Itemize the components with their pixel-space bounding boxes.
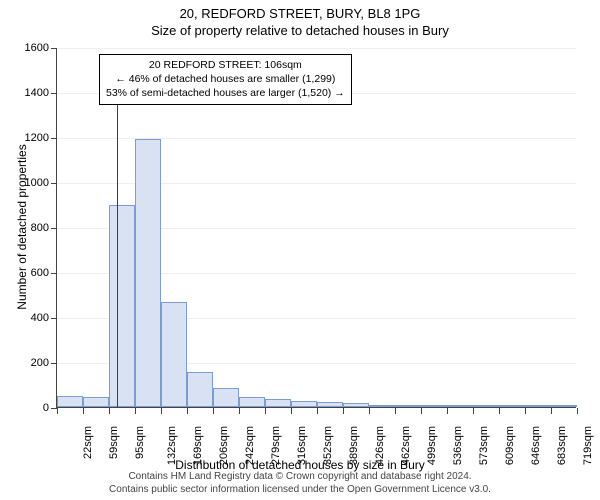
footer-note: Contains HM Land Registry data © Crown c… (0, 471, 600, 496)
y-tick-label: 600 (15, 267, 49, 279)
annotation-box: 20 REDFORD STREET: 106sqm ← 46% of detac… (99, 54, 352, 105)
histogram-bar (83, 397, 109, 407)
histogram-bar (109, 205, 135, 408)
histogram-bar (395, 405, 421, 407)
histogram-bar (369, 405, 395, 407)
y-tick (51, 363, 57, 364)
x-tick (447, 408, 448, 414)
y-tick (51, 138, 57, 139)
histogram-bar (473, 405, 499, 407)
property-marker-line (117, 92, 118, 407)
annotation-line-2: ← 46% of detached houses are smaller (1,… (106, 72, 345, 86)
histogram-bar (421, 405, 447, 407)
histogram-bar (525, 405, 551, 407)
annotation-line-1: 20 REDFORD STREET: 106sqm (106, 58, 345, 72)
y-tick (51, 318, 57, 319)
y-tick-label: 200 (15, 357, 49, 369)
chart-subtitle: Size of property relative to detached ho… (0, 23, 600, 40)
histogram-bar (343, 403, 369, 407)
y-tick-label: 800 (15, 222, 49, 234)
histogram-bar (135, 139, 161, 407)
histogram-bar (57, 396, 83, 407)
x-tick (473, 408, 474, 414)
annotation-line-3: 53% of semi-detached houses are larger (… (106, 86, 345, 100)
x-tick (421, 408, 422, 414)
footer-line-2: Contains public sector information licen… (0, 484, 600, 497)
x-tick (161, 408, 162, 414)
x-tick (577, 408, 578, 414)
x-tick (499, 408, 500, 414)
y-tick (51, 273, 57, 274)
y-tick-label: 1600 (15, 42, 49, 54)
histogram-bar (499, 405, 525, 407)
x-tick (551, 408, 552, 414)
grid-line (57, 48, 576, 49)
x-tick (135, 408, 136, 414)
histogram-bar (161, 302, 187, 407)
histogram-bar (291, 401, 317, 407)
x-tick (265, 408, 266, 414)
histogram-bar (317, 402, 343, 407)
chart-title: 20, REDFORD STREET, BURY, BL8 1PG (0, 0, 600, 23)
x-tick-label: 59sqm (108, 426, 120, 459)
x-tick (317, 408, 318, 414)
x-tick-label: 22sqm (82, 426, 94, 459)
histogram-bar (265, 399, 291, 407)
x-tick (343, 408, 344, 414)
y-tick-label: 1000 (15, 177, 49, 189)
y-tick (51, 48, 57, 49)
x-tick (187, 408, 188, 414)
x-tick (57, 408, 58, 414)
x-tick (239, 408, 240, 414)
histogram-bar (447, 405, 473, 407)
plot-area: 0200400600800100012001400160022sqm59sqm9… (56, 48, 576, 408)
x-tick (109, 408, 110, 414)
y-tick-label: 1400 (15, 87, 49, 99)
y-tick (51, 93, 57, 94)
histogram-bar (187, 372, 213, 407)
histogram-bar (213, 388, 239, 407)
chart-page: 20, REDFORD STREET, BURY, BL8 1PG Size o… (0, 0, 600, 500)
y-tick-label: 0 (15, 402, 49, 414)
x-tick (213, 408, 214, 414)
x-tick-label: 95sqm (134, 426, 146, 459)
x-tick (291, 408, 292, 414)
histogram-bar (551, 405, 577, 407)
histogram-bar (239, 397, 265, 407)
y-tick (51, 228, 57, 229)
x-tick (83, 408, 84, 414)
x-tick (395, 408, 396, 414)
y-tick-label: 400 (15, 312, 49, 324)
footer-line-1: Contains HM Land Registry data © Crown c… (0, 471, 600, 484)
y-tick-label: 1200 (15, 132, 49, 144)
x-tick (525, 408, 526, 414)
y-tick (51, 183, 57, 184)
x-axis-label: Distribution of detached houses by size … (0, 458, 600, 472)
x-tick (369, 408, 370, 414)
